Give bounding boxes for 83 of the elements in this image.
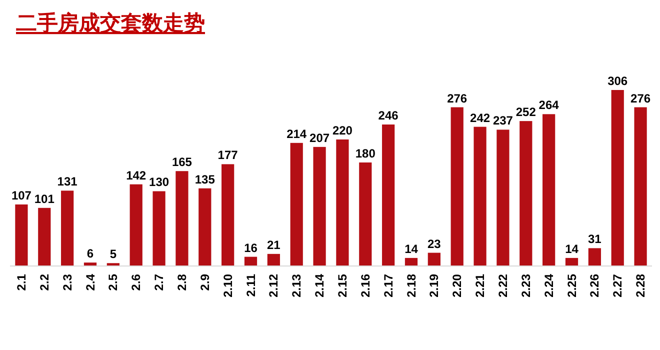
data-label: 16 [244, 240, 258, 255]
x-tick-label: 2.24 [542, 274, 556, 298]
x-tick-label: 2.26 [588, 274, 602, 298]
x-tick-label: 2.22 [496, 274, 510, 298]
x-tick-label: 2.11 [244, 274, 258, 297]
bar [290, 142, 303, 266]
x-tick-label: 2.28 [634, 274, 648, 298]
data-label: 107 [11, 188, 32, 202]
x-tick-label: 2.23 [518, 274, 533, 298]
x-tick-label: 2.19 [427, 274, 442, 298]
bar [634, 107, 647, 266]
x-tick-label: 2.1 [14, 274, 28, 291]
data-label: 207 [310, 130, 330, 145]
x-tick-label: 2.3 [60, 274, 74, 291]
data-label: 264 [538, 98, 560, 112]
data-label: 214 [286, 126, 307, 141]
x-tick-label: 2.14 [312, 274, 327, 298]
data-label: 242 [470, 110, 490, 125]
bar [61, 190, 74, 266]
data-label: 130 [149, 175, 170, 190]
x-tick-label: 2.8 [174, 274, 189, 291]
bar [565, 258, 578, 266]
data-label: 177 [218, 148, 238, 162]
data-label: 276 [630, 91, 651, 106]
bar [15, 204, 28, 266]
data-label: 246 [378, 108, 399, 123]
bar [176, 171, 188, 266]
bar [38, 208, 51, 266]
x-tick-label: 2.10 [220, 274, 235, 298]
bar [450, 107, 464, 266]
data-label: 142 [126, 168, 146, 182]
data-label: 220 [332, 123, 353, 138]
x-tick-label: 2.7 [152, 274, 166, 291]
data-label: 252 [516, 105, 536, 120]
data-label: 101 [34, 192, 55, 206]
data-label: 135 [194, 172, 216, 186]
x-tick-label: 2.12 [266, 274, 281, 298]
bar [382, 124, 395, 266]
x-tick-label: 2.5 [106, 274, 120, 291]
bar [244, 256, 258, 266]
x-tick-label: 2.27 [610, 274, 625, 298]
bar [130, 184, 142, 266]
bar [611, 90, 624, 266]
bar [267, 254, 280, 266]
bar [496, 130, 510, 266]
x-tick-label: 2.20 [450, 274, 464, 298]
data-label: 237 [492, 114, 514, 128]
data-label: 31 [588, 232, 602, 246]
bar [520, 121, 532, 266]
x-tick-label: 2.2 [37, 274, 52, 291]
bar [359, 162, 372, 266]
x-tick-label: 2.25 [564, 274, 579, 298]
data-label: 14 [565, 242, 579, 256]
x-tick-label: 2.21 [473, 274, 488, 298]
x-tick-label: 2.15 [335, 274, 350, 298]
bar [222, 164, 234, 266]
data-label: 21 [267, 238, 281, 252]
bar [313, 146, 326, 266]
x-tick-label: 2.4 [83, 274, 98, 291]
x-tick-label: 2.6 [129, 274, 144, 291]
data-label: 23 [428, 236, 442, 251]
data-label: 276 [447, 91, 468, 106]
bar [542, 114, 556, 266]
data-label: 306 [608, 74, 628, 88]
bar [428, 252, 440, 266]
bar [404, 258, 418, 266]
bar [336, 139, 349, 266]
x-tick-label: 2.17 [381, 274, 396, 298]
bar [474, 126, 486, 266]
data-label: 180 [355, 146, 376, 160]
x-tick-label: 2.9 [198, 274, 212, 291]
data-label: 14 [404, 242, 418, 256]
x-tick-label: 2.16 [358, 274, 372, 298]
x-tick-label: 2.13 [290, 274, 304, 298]
data-label: 5 [110, 247, 117, 262]
bar [588, 248, 601, 266]
bar [198, 188, 212, 266]
chart-title: 二手房成交套数走势 [16, 11, 205, 35]
data-label: 165 [172, 155, 192, 170]
data-label: 131 [57, 174, 78, 189]
x-tick-label: 2.18 [404, 274, 418, 298]
bar [152, 191, 166, 266]
data-label: 6 [86, 246, 94, 261]
